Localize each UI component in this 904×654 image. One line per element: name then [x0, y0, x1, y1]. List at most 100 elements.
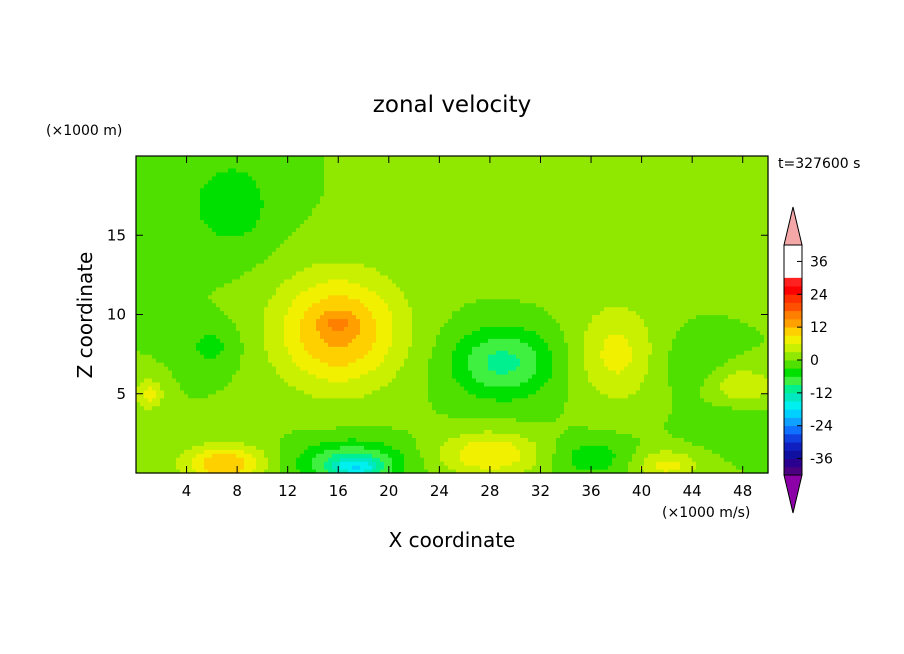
contour-cell	[656, 441, 661, 446]
contour-cell	[452, 421, 457, 427]
contour-cell	[564, 362, 569, 367]
contour-cell	[456, 397, 461, 403]
contour-cell	[304, 377, 309, 383]
contour-cell	[620, 369, 625, 375]
contour-cell	[480, 449, 485, 454]
contour-cell	[580, 354, 585, 359]
contour-cell	[376, 393, 381, 399]
contour-cell	[208, 405, 213, 411]
contour-cell	[312, 373, 317, 379]
contour-cell	[684, 421, 689, 427]
contour-cell	[364, 445, 369, 450]
contour-cell	[720, 461, 725, 466]
contour-cell	[264, 385, 269, 391]
contour-cell	[504, 437, 509, 442]
contour-cell	[572, 350, 577, 355]
contour-cell	[496, 425, 501, 431]
contour-cell	[364, 366, 369, 371]
contour-cell	[600, 389, 605, 395]
contour-cell	[600, 425, 605, 431]
contour-cell	[596, 393, 601, 399]
contour-cell	[240, 465, 245, 470]
contour-cell	[652, 377, 657, 383]
contour-cell	[244, 429, 249, 434]
contour-cell	[368, 465, 373, 470]
contour-cell	[748, 441, 753, 446]
contour-cell	[556, 421, 561, 427]
contour-cell	[184, 397, 189, 403]
contour-cell	[468, 397, 473, 403]
contour-cell	[616, 437, 621, 442]
contour-cell	[384, 457, 389, 462]
contour-cell	[332, 437, 337, 442]
contour-cell	[460, 350, 465, 355]
contour-cell	[312, 457, 317, 462]
contour-cell	[644, 401, 649, 407]
contour-cell	[268, 441, 273, 446]
contour-cell	[692, 373, 697, 379]
contour-cell	[640, 369, 645, 375]
contour-cell	[432, 401, 437, 407]
contour-cell	[212, 453, 217, 458]
contour-cell	[316, 469, 321, 474]
contour-cell	[584, 469, 589, 474]
contour-cell	[220, 385, 225, 391]
contour-cell	[204, 433, 209, 438]
contour-cell	[432, 389, 437, 395]
contour-cell	[484, 381, 489, 387]
contour-cell	[576, 469, 581, 474]
contour-cell	[696, 409, 701, 415]
contour-cell	[760, 425, 765, 431]
contour-cell	[172, 445, 177, 450]
contour-cell	[356, 397, 361, 403]
contour-cell	[756, 385, 761, 391]
contour-cell	[416, 421, 421, 427]
contour-cell	[708, 397, 713, 403]
contour-cell	[304, 369, 309, 375]
contour-cell	[484, 350, 489, 355]
contour-cell	[304, 421, 309, 427]
contour-cell	[664, 461, 669, 466]
contour-cell	[568, 354, 573, 359]
contour-cell	[328, 354, 333, 359]
contour-cell	[732, 449, 737, 454]
contour-cell	[264, 469, 269, 474]
contour-cell	[360, 449, 365, 454]
contour-cell	[180, 401, 185, 407]
contour-cell	[312, 405, 317, 411]
contour-cell	[528, 377, 533, 383]
contour-cell	[600, 393, 605, 399]
contour-cell	[540, 362, 545, 367]
contour-cell	[340, 449, 345, 454]
contour-cell	[696, 421, 701, 427]
contour-cell	[488, 397, 493, 403]
contour-cell	[356, 425, 361, 431]
contour-cell	[252, 354, 257, 359]
contour-cell	[436, 457, 441, 462]
contour-cell	[188, 362, 193, 367]
contour-cell	[180, 413, 185, 419]
contour-cell	[760, 413, 765, 419]
contour-cell	[660, 405, 665, 411]
contour-cell	[504, 393, 509, 399]
contour-cell	[756, 461, 761, 466]
contour-cell	[468, 401, 473, 407]
contour-cell	[296, 350, 301, 355]
contour-cell	[284, 457, 289, 462]
contour-cell	[472, 354, 477, 359]
contour-cell	[516, 413, 521, 419]
contour-cell	[436, 354, 441, 359]
contour-cell	[692, 417, 697, 423]
contour-cell	[144, 457, 149, 462]
contour-cell	[664, 362, 669, 367]
contour-cell	[704, 405, 709, 411]
contour-cell	[488, 366, 493, 371]
contour-cell	[464, 366, 469, 371]
contour-cell	[392, 354, 397, 359]
contour-cell	[756, 413, 761, 419]
contour-cell	[268, 381, 273, 387]
contour-cell	[744, 377, 749, 383]
contour-cell	[256, 429, 261, 434]
contour-cell	[320, 381, 325, 387]
contour-cell	[336, 445, 341, 450]
